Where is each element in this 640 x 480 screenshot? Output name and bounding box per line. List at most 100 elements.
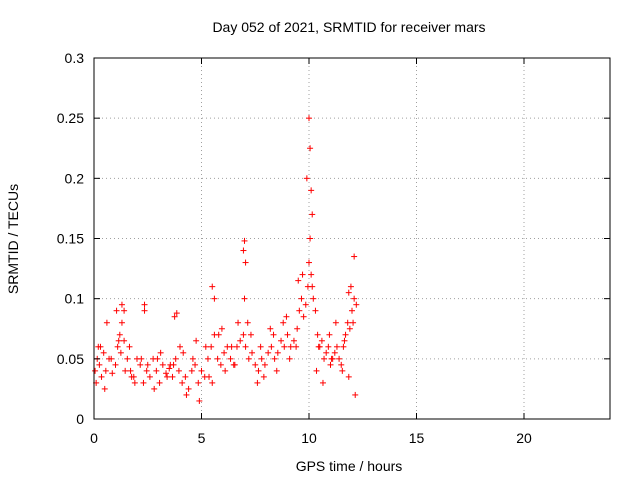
data-point (314, 331, 321, 338)
data-point (235, 319, 242, 326)
data-point (352, 391, 359, 398)
data-point (306, 259, 312, 266)
data-point (298, 295, 305, 302)
data-point (323, 349, 330, 356)
data-point (274, 349, 281, 356)
data-point (171, 313, 178, 320)
y-tick-label: 0.25 (57, 110, 84, 126)
data-point (103, 319, 110, 326)
data-point (307, 145, 314, 152)
data-point (193, 337, 200, 344)
data-point (267, 325, 274, 332)
y-tick-label: 0.05 (57, 351, 84, 367)
data-point (257, 343, 264, 350)
data-point (185, 385, 192, 392)
data-point (151, 385, 158, 392)
data-point (351, 253, 358, 260)
data-point (218, 325, 225, 332)
data-point (344, 319, 351, 326)
data-point (280, 319, 287, 326)
data-point (347, 283, 354, 290)
data-point (345, 289, 352, 296)
data-point (245, 355, 252, 362)
data-point (295, 277, 302, 284)
data-point (215, 331, 222, 338)
y-tick-label: 0.1 (65, 291, 85, 307)
data-point (92, 367, 99, 374)
data-point (128, 373, 135, 380)
y-tick-label: 0 (76, 411, 84, 427)
data-point (310, 295, 317, 302)
data-point (342, 331, 349, 338)
data-point (265, 349, 272, 356)
data-point (175, 367, 182, 374)
data-point (114, 343, 121, 350)
data-point (179, 379, 186, 386)
data-point (268, 343, 275, 350)
data-point (296, 307, 303, 314)
data-point (157, 349, 164, 356)
data-point (273, 367, 280, 374)
data-point (299, 271, 306, 278)
data-point (188, 367, 195, 374)
y-tick-label: 0.3 (65, 50, 85, 66)
data-point (153, 367, 160, 374)
data-point (336, 355, 343, 362)
data-point (333, 343, 340, 350)
data-point (341, 337, 348, 344)
data-point (349, 307, 355, 314)
data-point (206, 373, 213, 380)
data-point (209, 283, 216, 290)
data-point (211, 295, 218, 302)
data-point (281, 343, 288, 350)
data-point (242, 259, 249, 266)
data-point (260, 373, 267, 380)
data-point (112, 361, 119, 368)
data-point (221, 349, 228, 356)
data-point (261, 361, 268, 368)
data-point (109, 370, 116, 377)
data-point (312, 307, 319, 314)
data-point (143, 367, 150, 374)
data-point (240, 247, 247, 254)
data-point (214, 355, 221, 362)
data-point (116, 331, 123, 338)
data-point (198, 367, 205, 374)
data-point (164, 373, 171, 380)
data-point (202, 343, 209, 350)
data-point (138, 355, 145, 362)
data-point (258, 355, 265, 362)
data-point (308, 271, 315, 278)
chart-title: Day 052 of 2021, SRMTID for receiver mar… (212, 19, 485, 35)
data-point (102, 367, 109, 374)
data-point (204, 355, 211, 362)
data-point (141, 307, 148, 314)
data-point (278, 337, 285, 344)
x-axis-label: GPS time / hours (296, 458, 403, 474)
data-point (303, 175, 310, 182)
data-point (156, 379, 163, 386)
data-point (338, 361, 345, 368)
data-point (244, 319, 251, 326)
x-tick-label: 5 (198, 430, 206, 446)
data-point (351, 295, 358, 302)
data-point (146, 373, 153, 380)
data-point (339, 367, 346, 374)
data-point (167, 361, 174, 368)
data-point (209, 379, 216, 386)
data-point (117, 349, 124, 356)
data-point (241, 237, 248, 244)
data-point (283, 313, 290, 320)
data-point (325, 343, 332, 350)
data-point (144, 361, 151, 368)
y-tick-label: 0.2 (65, 170, 85, 186)
data-point (231, 361, 238, 368)
data-point (208, 343, 215, 350)
data-point (286, 355, 293, 362)
data-point (108, 355, 115, 362)
data-point (131, 379, 138, 386)
data-point (287, 343, 294, 350)
data-point (242, 343, 249, 350)
x-tick-label: 20 (516, 430, 532, 446)
data-point (172, 355, 179, 362)
